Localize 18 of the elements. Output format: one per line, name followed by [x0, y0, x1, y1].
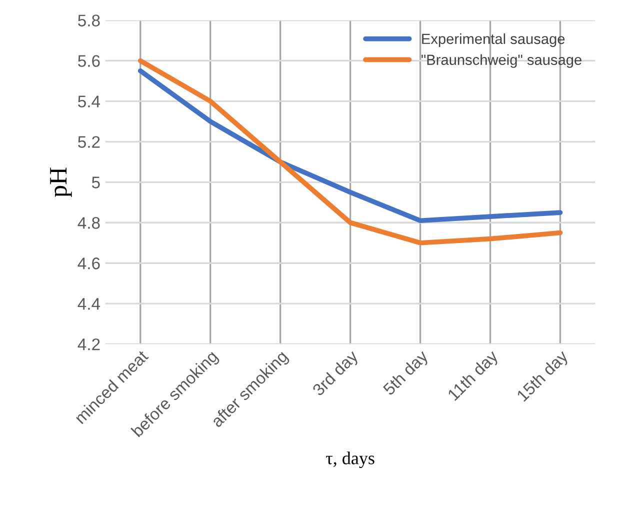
- x-tick-label: 5th day: [382, 348, 432, 398]
- x-tick-label: 15th day: [516, 348, 572, 404]
- y-tick-label: 5.4: [78, 96, 100, 108]
- y-tick-label: 5.6: [78, 55, 100, 67]
- legend-label: "Braunschweig" sausage: [422, 54, 582, 68]
- y-tick-label: 5.8: [78, 14, 100, 26]
- y-tick-label: 4.4: [78, 298, 100, 310]
- y-tick-label: 4.2: [78, 338, 100, 350]
- y-tick-label: 5.2: [78, 136, 100, 148]
- y-tick-label: 4.6: [78, 258, 100, 270]
- x-axis-title: τ, days: [326, 452, 374, 468]
- y-tick-label: 5: [92, 176, 100, 188]
- x-tick-label: 3rd day: [311, 348, 362, 399]
- y-axis-title: pH: [50, 168, 72, 198]
- x-tick-label: 11th day: [446, 348, 502, 404]
- y-tick-label: 4.8: [78, 217, 100, 229]
- legend-label: Experimental sausage: [422, 33, 565, 47]
- line-series: [138, 68, 563, 224]
